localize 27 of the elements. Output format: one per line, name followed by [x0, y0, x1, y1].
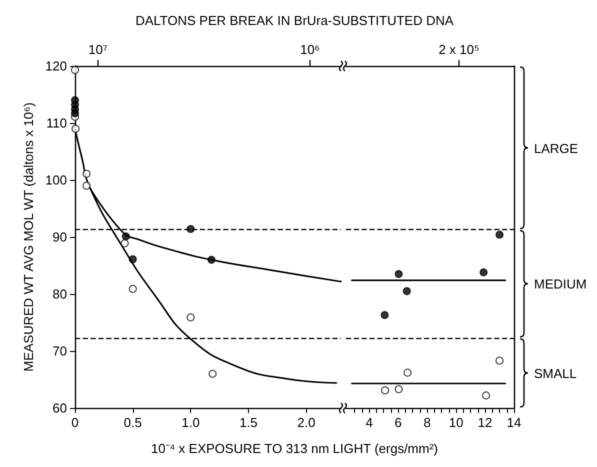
x2-axis-title: DALTONS PER BREAK IN BrUra-SUBSTITUTED DNA [135, 13, 454, 28]
text: SMALL [534, 366, 577, 381]
text: MEDIUM [534, 276, 587, 292]
y-tick-label: 120 [45, 58, 67, 74]
text: LARGE [534, 140, 578, 156]
x-tick-label: 4 [366, 415, 373, 430]
x-tick-label: 0.5 [124, 415, 142, 430]
y-tick-label: 90 [52, 230, 67, 244]
x-tick-label: 14 [506, 415, 522, 430]
x-tick-label: 10 [448, 415, 464, 430]
x-axis-title: 10⁻⁴ x EXPOSURE TO 313 nm LIGHT (ergs/mm²) [151, 441, 438, 456]
x-tick-label: 8 [423, 415, 431, 430]
y-tick-label: 100 [45, 172, 67, 188]
y-tick-label: 60 [52, 400, 67, 416]
x-tick-label: 6 [394, 415, 402, 430]
y-tick-label: 70 [52, 344, 67, 358]
x-tick-label: 1.0 [182, 415, 200, 430]
x-tick-label: 0 [71, 415, 79, 430]
y-tick-label: 80 [52, 286, 67, 302]
x-tick-label: 1.5 [239, 415, 258, 430]
x-tick-label: 2.0 [297, 415, 316, 430]
y-tick-label: 110 [46, 116, 67, 130]
text: 10⁶ [300, 42, 320, 57]
y-axis-title: MEASURED WT AVG MOL WT (daltons x 10⁶) [21, 102, 36, 372]
text: 2 x 10⁵ [438, 42, 480, 57]
text: 10⁷ [88, 42, 108, 57]
x-tick-label: 12 [478, 415, 492, 430]
